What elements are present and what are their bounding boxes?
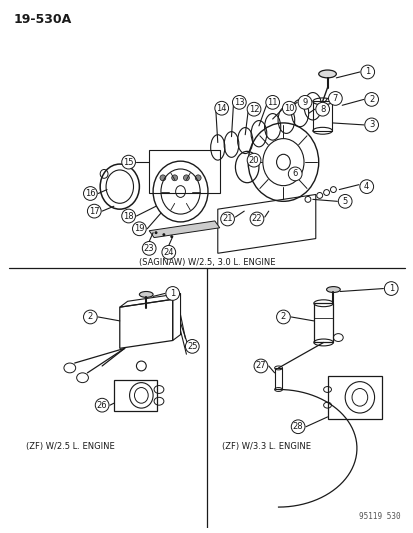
Circle shape [214,101,228,115]
Circle shape [232,95,246,109]
Text: 21: 21 [222,214,232,223]
Bar [274,368,282,390]
Circle shape [162,233,165,236]
Text: 1: 1 [170,289,175,298]
Text: 26: 26 [97,401,107,410]
Text: 10: 10 [283,104,294,113]
Circle shape [247,154,260,167]
Circle shape [132,222,146,236]
Text: 95119 530: 95119 530 [358,512,400,521]
Text: 19-530A: 19-530A [14,13,72,26]
Circle shape [195,175,201,181]
Text: 18: 18 [123,212,133,221]
Circle shape [247,102,260,116]
Text: 19: 19 [134,224,144,233]
Text: 4: 4 [363,182,368,191]
Circle shape [276,310,290,324]
Text: 25: 25 [187,342,197,351]
Text: 3: 3 [368,120,373,130]
Circle shape [170,235,173,238]
Text: 1: 1 [388,284,393,293]
Text: 2: 2 [88,312,93,321]
Text: (SAGINAW) W/2.5, 3.0 L. ENGINE: (SAGINAW) W/2.5, 3.0 L. ENGINE [138,257,275,266]
Text: 8: 8 [319,104,325,114]
Text: 17: 17 [89,207,100,216]
Bar [149,150,219,193]
Text: 7: 7 [332,94,337,103]
Circle shape [220,212,234,226]
Text: 20: 20 [248,156,259,165]
Text: 27: 27 [255,361,266,370]
Text: 23: 23 [144,244,154,253]
Text: 28: 28 [292,422,303,431]
Circle shape [87,204,101,218]
Circle shape [171,175,177,181]
Circle shape [364,93,377,106]
Circle shape [359,180,373,193]
Circle shape [383,281,397,295]
Circle shape [166,287,179,300]
Circle shape [159,175,166,181]
Circle shape [291,420,304,433]
Text: (ZF) W/3.3 L. ENGINE: (ZF) W/3.3 L. ENGINE [221,442,310,451]
Text: 9: 9 [301,98,307,107]
Circle shape [95,398,109,412]
Circle shape [249,212,263,226]
Text: 24: 24 [163,248,173,257]
Circle shape [83,187,97,200]
Circle shape [142,241,156,255]
Circle shape [282,101,295,115]
Circle shape [315,102,329,116]
Circle shape [328,92,342,106]
Text: 1: 1 [364,68,370,76]
Circle shape [121,209,135,223]
Circle shape [121,155,135,169]
Circle shape [254,359,267,373]
Circle shape [183,175,189,181]
Text: 16: 16 [85,189,95,198]
Text: 11: 11 [267,98,277,107]
Text: 14: 14 [216,104,226,113]
Circle shape [297,95,311,109]
Circle shape [83,310,97,324]
Circle shape [161,245,175,259]
Ellipse shape [318,70,335,78]
Bar [313,303,332,342]
Text: 22: 22 [251,214,261,223]
Text: (ZF) W/2.5 L. ENGINE: (ZF) W/2.5 L. ENGINE [26,442,114,451]
Polygon shape [149,221,219,238]
Text: 6: 6 [292,169,297,179]
Circle shape [287,167,301,181]
Text: 2: 2 [368,95,373,104]
Text: 12: 12 [248,104,259,114]
Circle shape [265,95,279,109]
Ellipse shape [326,287,339,293]
Circle shape [364,118,377,132]
Circle shape [185,340,199,353]
Text: 2: 2 [280,312,285,321]
Circle shape [337,195,351,208]
Circle shape [154,231,157,234]
Text: 5: 5 [342,197,347,206]
Ellipse shape [139,292,153,297]
Text: 13: 13 [233,98,244,107]
Text: 15: 15 [123,158,133,167]
Circle shape [360,65,374,79]
